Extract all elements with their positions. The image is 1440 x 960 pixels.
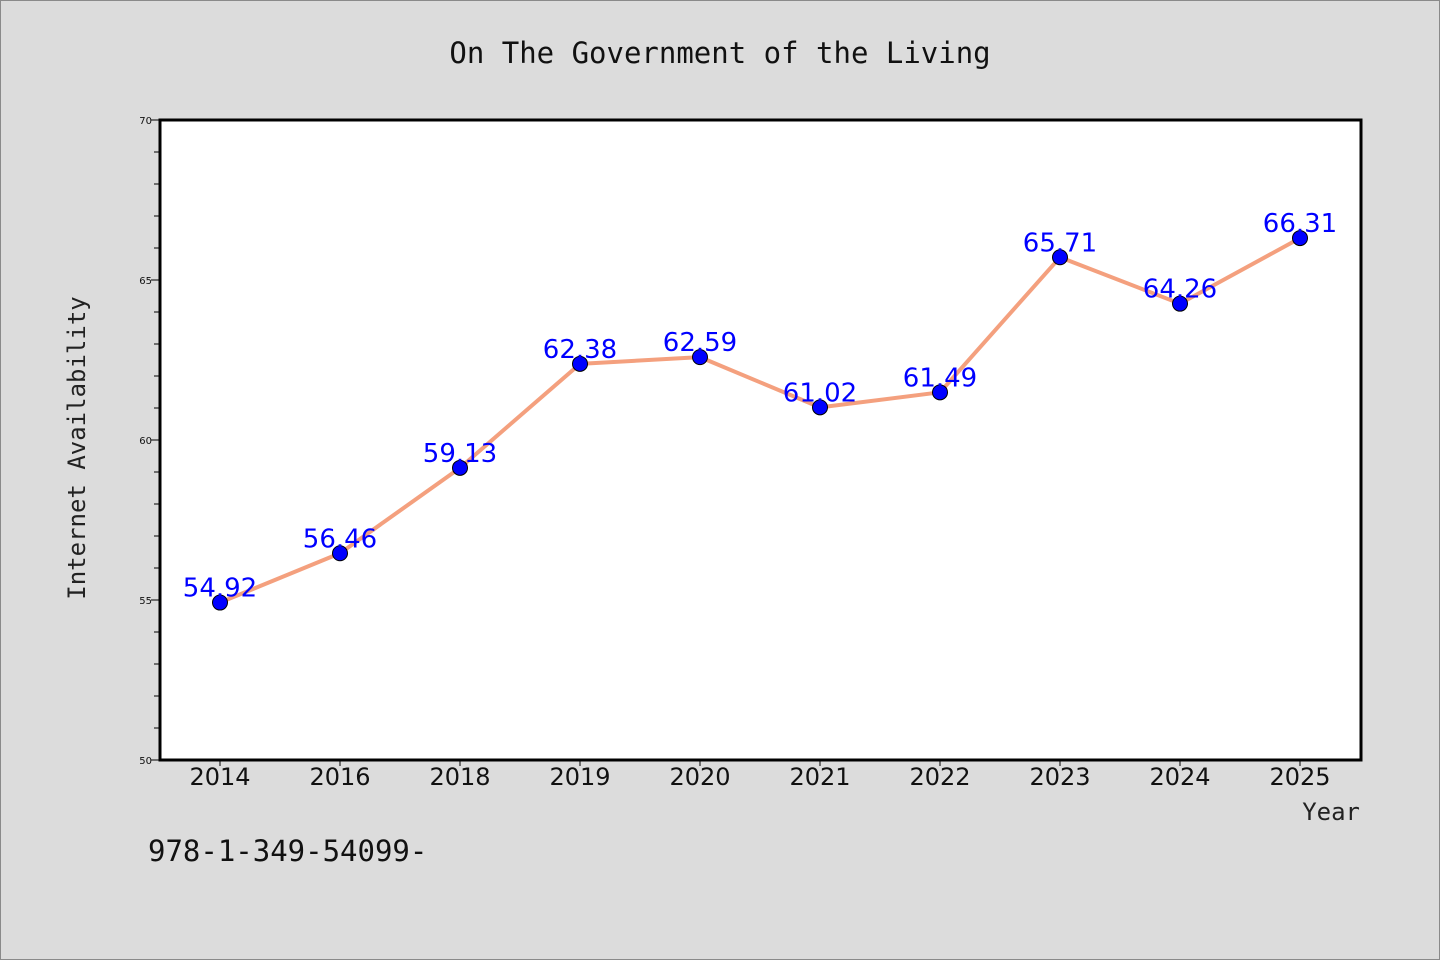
- data-label: 62.59: [663, 328, 737, 358]
- data-point: [452, 459, 468, 476]
- data-label: 65.71: [1023, 228, 1097, 258]
- chart-title: On The Government of the Living: [449, 36, 990, 70]
- x-tick-label: 2023: [1029, 763, 1090, 791]
- series-line-group: [218, 236, 1302, 605]
- y-tick-label: 60: [139, 436, 152, 447]
- x-tick-label: 2014: [189, 763, 250, 791]
- x-tick-label: 2016: [309, 763, 370, 791]
- x-tick-label: 2020: [669, 763, 730, 791]
- y-tick-label: 70: [139, 116, 152, 127]
- data-label: 54.92: [183, 574, 257, 604]
- x-tick-label: 2024: [1149, 763, 1210, 791]
- data-point: [212, 594, 228, 611]
- y-axis-label: Internet Availability: [63, 296, 91, 599]
- data-point: [572, 355, 588, 372]
- data-label: 56.46: [303, 524, 377, 554]
- x-tick-label: 2021: [789, 763, 850, 791]
- y-tick-label: 55: [139, 596, 152, 607]
- x-axis-label: Year: [1302, 798, 1360, 826]
- data-point: [932, 384, 948, 401]
- series-line: [218, 236, 1302, 605]
- y-axis-ticks: 50 55 60 65 70: [139, 116, 160, 767]
- data-label: 66.31: [1263, 209, 1337, 239]
- data-point: [332, 545, 348, 562]
- data-labels: 54.92 56.46 59.13 62.38 62.59 61.02 61.49 65.71…: [183, 209, 1337, 603]
- x-tick-label: 2019: [549, 763, 610, 791]
- plot-area: [158, 118, 1363, 762]
- data-label: 61.02: [783, 378, 857, 408]
- data-label: 59.13: [423, 439, 497, 469]
- y-tick-label: 50: [139, 756, 152, 767]
- footer-text: 978-1-349-54099-: [148, 834, 428, 868]
- data-point: [1292, 230, 1308, 247]
- data-label: 64.26: [1143, 275, 1217, 305]
- data-label: 61.49: [903, 363, 977, 393]
- data-point: [692, 349, 708, 366]
- data-point: [812, 399, 828, 416]
- data-markers: [212, 230, 1308, 611]
- x-tick-label: 2025: [1269, 763, 1330, 791]
- x-tick-label: 2018: [429, 763, 490, 791]
- data-point: [1172, 295, 1188, 312]
- data-label: 62.38: [543, 335, 617, 365]
- x-tick-label: 2022: [909, 763, 970, 791]
- x-axis-ticks: 2014 2016 2018 2019 2020 2021 2022 2023 2024 2025: [189, 760, 1331, 791]
- data-point: [1052, 249, 1068, 266]
- y-tick-label: 65: [139, 276, 152, 287]
